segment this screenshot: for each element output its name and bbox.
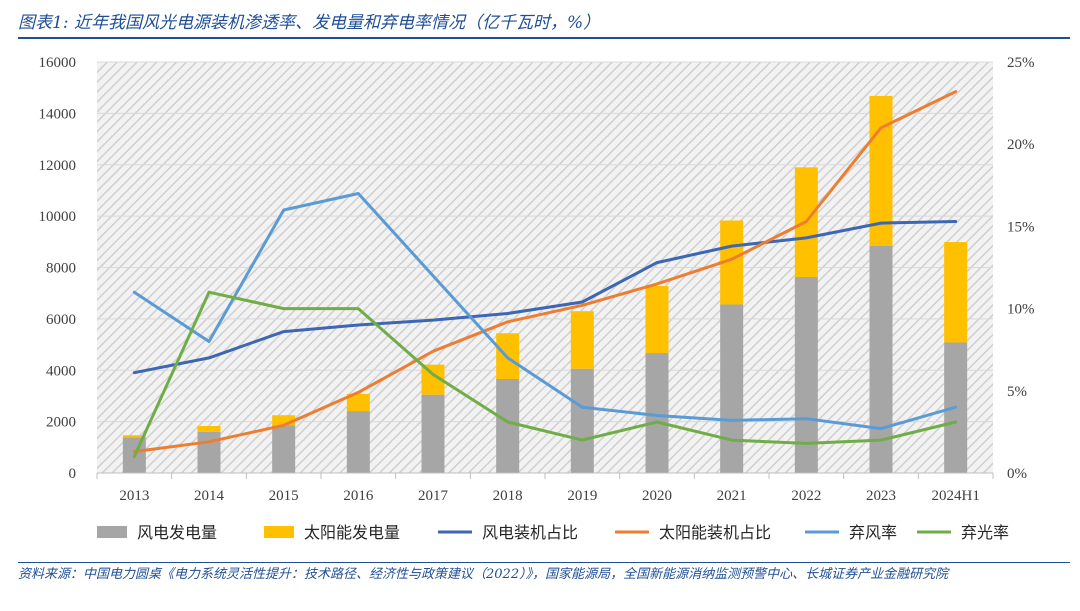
y2-tick-label: 15%	[1007, 219, 1035, 235]
y-tick-label: 14000	[39, 106, 77, 122]
y-tick-label: 12000	[39, 158, 77, 174]
y2-tick-label: 10%	[1007, 302, 1035, 318]
y-tick-label: 0	[69, 466, 77, 482]
source-divider	[18, 562, 1070, 563]
bar	[122, 435, 146, 438]
y2-tick-label: 0%	[1007, 466, 1027, 482]
x-tick-label: 2021	[717, 488, 747, 504]
x-tick-label: 2022	[791, 488, 821, 504]
x-tick-label: 2014	[194, 488, 225, 504]
y-tick-label: 6000	[46, 312, 76, 328]
legend-label: 风电装机占比	[482, 523, 578, 542]
bar	[869, 245, 893, 473]
bar	[272, 415, 296, 426]
bar	[346, 393, 370, 412]
bar	[944, 242, 968, 343]
title-divider	[18, 37, 1070, 39]
y-tick-label: 16000	[39, 55, 77, 71]
x-tick-label: 2024H1	[931, 488, 979, 504]
line-series	[132, 90, 958, 459]
bar	[645, 353, 669, 473]
figure-title: 图表1: 近年我国风光电源装机渗透率、发电量和弃电率情况（亿千瓦时，%）	[18, 13, 601, 33]
y2-tick-label: 20%	[1007, 137, 1035, 153]
x-tick-label: 2018	[493, 488, 523, 504]
bar	[197, 425, 221, 432]
bar	[794, 277, 818, 473]
x-tick-label: 2019	[567, 488, 597, 504]
bar	[421, 364, 445, 395]
bar	[720, 220, 744, 305]
x-tick-label: 2023	[866, 488, 896, 504]
legend-label: 风电发电量	[137, 523, 217, 542]
axes: 0 2000 4000 6000 8000 10000 12000 14000 16000 0% 5…	[39, 55, 1035, 504]
series-line	[132, 192, 958, 431]
legend-swatch	[97, 526, 127, 538]
source-note: 资料来源：中国电力圆桌《电力系统灵活性提升：技术路径、经济性与政策建议（2022…	[18, 567, 949, 582]
y-tick-label: 2000	[46, 415, 76, 431]
legend-label: 太阳能装机占比	[659, 523, 771, 542]
x-tick-label: 2015	[269, 488, 299, 504]
legend-label: 太阳能发电量	[304, 523, 400, 542]
x-tick-label: 2020	[642, 488, 672, 504]
y-tick-label: 4000	[46, 363, 76, 379]
bar	[496, 378, 520, 473]
y-tick-label: 10000	[39, 209, 77, 225]
bar	[570, 368, 594, 473]
bar	[197, 431, 221, 473]
legend-label: 弃风率	[849, 523, 897, 542]
y-tick-label: 8000	[46, 261, 76, 277]
bar	[346, 411, 370, 473]
bar	[645, 285, 669, 354]
x-tick-label: 2016	[343, 488, 374, 504]
bar	[421, 394, 445, 473]
series-line	[132, 290, 958, 459]
bar	[570, 311, 594, 369]
series-line	[132, 220, 958, 375]
bar	[720, 304, 744, 473]
series-line	[132, 90, 958, 454]
gridlines	[97, 61, 993, 423]
legend-label: 弃光率	[961, 523, 1009, 542]
bar	[272, 425, 296, 473]
legend: 风电发电量 太阳能发电量 风电装机占比 太阳能装机占比 弃风率 弃光率	[97, 523, 1009, 542]
bar-series	[122, 95, 968, 473]
x-tick-label: 2013	[119, 488, 149, 504]
x-tick-label: 2017	[418, 488, 449, 504]
y2-tick-label: 25%	[1007, 55, 1035, 71]
y2-tick-label: 5%	[1007, 384, 1027, 400]
legend-swatch	[264, 526, 294, 538]
